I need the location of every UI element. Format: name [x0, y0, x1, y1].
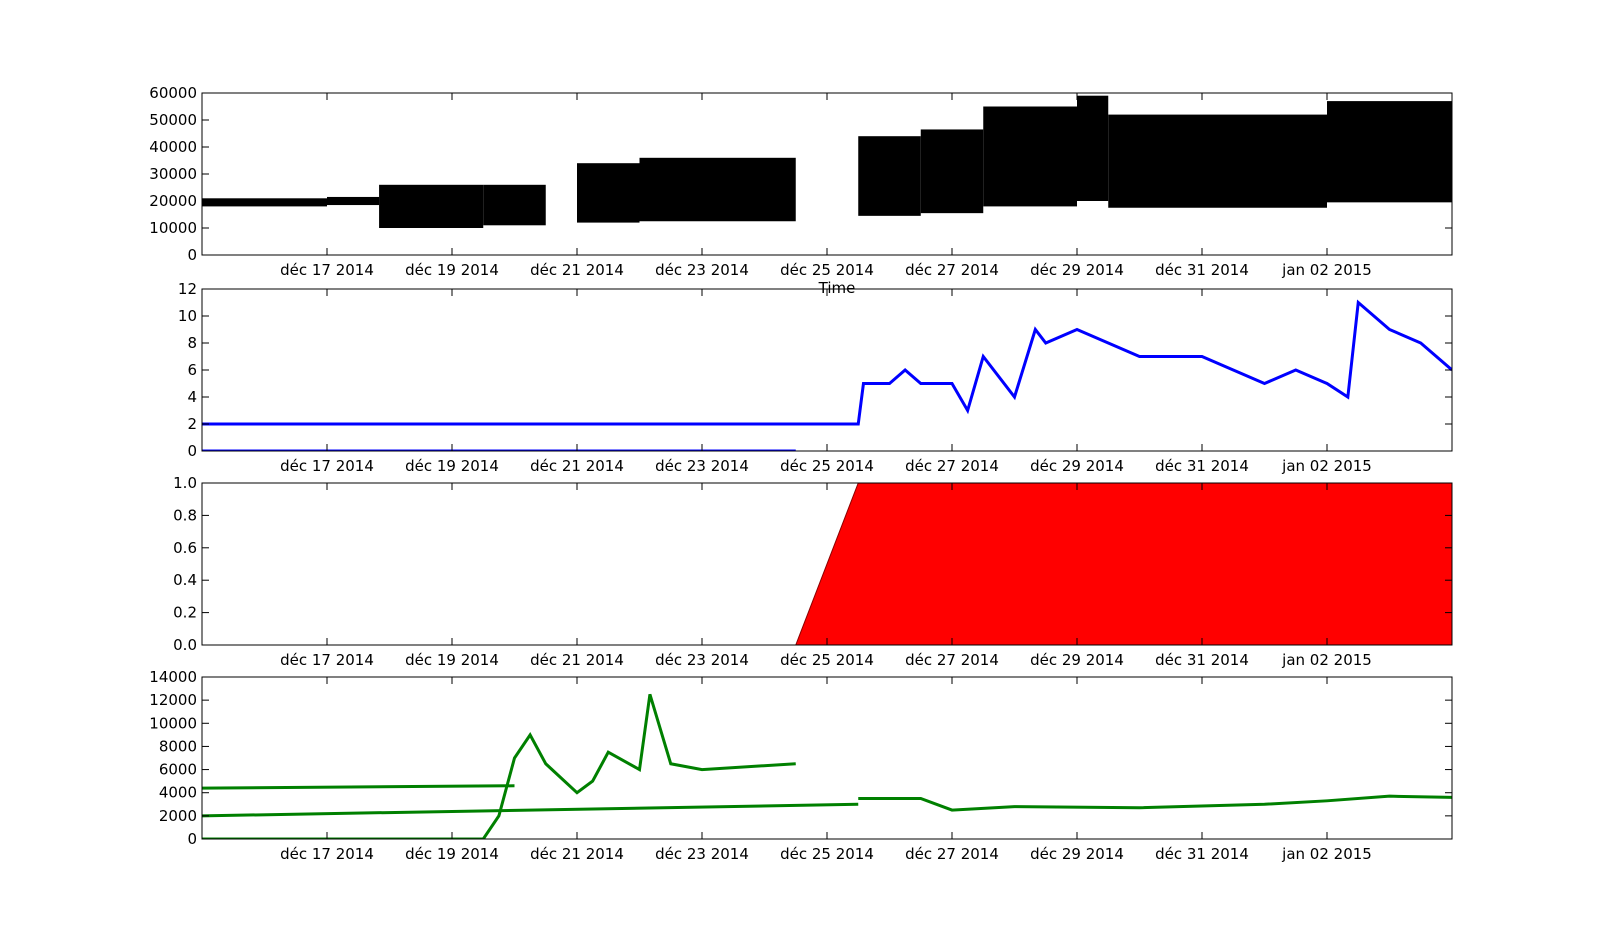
- x-tick-label: déc 25 2014: [780, 651, 874, 669]
- y-tick-label: 4: [187, 388, 197, 406]
- panel-frame: [201, 288, 1453, 452]
- y-tick-label: 0: [187, 246, 197, 264]
- x-tick-label: déc 29 2014: [1030, 845, 1124, 863]
- y-tick-label: 50000: [149, 111, 197, 129]
- y-tick-label: 14000: [149, 668, 197, 686]
- x-tick-label: déc 17 2014: [280, 261, 374, 279]
- band-segment-3: [379, 184, 484, 228]
- y-tick-label: 12: [178, 280, 197, 298]
- x-tick-label: déc 23 2014: [655, 457, 749, 475]
- x-tick-label: déc 31 2014: [1155, 261, 1249, 279]
- panel-4-data: [202, 693, 1452, 839]
- panel-2-data: [202, 299, 1452, 451]
- y-tick-label: 1.0: [173, 474, 197, 492]
- y-tick-label: 8000: [159, 737, 197, 755]
- y-tick-label: 8: [187, 334, 197, 352]
- y-tick-label: 10: [178, 307, 197, 325]
- area-series-1: [202, 483, 1452, 645]
- y-tick-label: 0.6: [173, 539, 197, 557]
- line-series-2: [858, 794, 1452, 812]
- x-tick-label: déc 21 2014: [530, 457, 624, 475]
- y-tick-label: 2000: [159, 807, 197, 825]
- x-tick-label: jan 02 2015: [1281, 261, 1372, 279]
- y-tick-label: 20000: [149, 192, 197, 210]
- y-tick-label: 6000: [159, 761, 197, 779]
- x-tick-label: déc 27 2014: [905, 261, 999, 279]
- x-tick-label: déc 17 2014: [280, 651, 374, 669]
- y-tick-label: 0.2: [173, 604, 197, 622]
- panel-3: 0.0 0.2 0.4 0.6 0.8 1.0 déc 17 2014 déc 19 2014…: [173, 474, 1453, 669]
- y-tick-label: 10000: [149, 714, 197, 732]
- x-tick-label: déc 19 2014: [405, 261, 499, 279]
- x-tick-label: déc 29 2014: [1030, 457, 1124, 475]
- x-tick-label: déc 29 2014: [1030, 261, 1124, 279]
- x-tick-label: déc 21 2014: [530, 261, 624, 279]
- panel-frame: [201, 676, 1453, 840]
- band-segment-1: [202, 198, 327, 207]
- band-segment-5: [577, 163, 640, 223]
- y-tick-label: 12000: [149, 691, 197, 709]
- x-tick-label: jan 02 2015: [1281, 651, 1372, 669]
- y-tick-label: 6: [187, 361, 197, 379]
- band-segment-11: [1108, 114, 1327, 208]
- band-segment-9: [983, 106, 1077, 207]
- x-tick-label: déc 27 2014: [905, 845, 999, 863]
- x-tick-label: déc 29 2014: [1030, 651, 1124, 669]
- band-segment-6: [639, 157, 796, 222]
- y-tick-label: 0.4: [173, 571, 197, 589]
- x-tick-label: déc 23 2014: [655, 261, 749, 279]
- x-tick-label: jan 02 2015: [1281, 845, 1372, 863]
- x-tick-label: déc 19 2014: [405, 457, 499, 475]
- x-tick-label: déc 25 2014: [780, 457, 874, 475]
- band-segment-2: [327, 196, 380, 206]
- y-tick-label: 4000: [159, 784, 197, 802]
- x-tick-label: déc 25 2014: [780, 261, 874, 279]
- panel-3-data: [202, 483, 1452, 645]
- x-tick-label: déc 31 2014: [1155, 651, 1249, 669]
- y-tick-label: 0: [187, 830, 197, 848]
- x-tick-label: déc 19 2014: [405, 845, 499, 863]
- band-segment-10: [1077, 95, 1109, 201]
- y-tick-label: 0: [187, 442, 197, 460]
- band-segment-7: [858, 136, 921, 216]
- x-tick-label: déc 21 2014: [530, 651, 624, 669]
- x-axis-title: Time: [818, 279, 856, 297]
- x-tick-label: déc 17 2014: [280, 457, 374, 475]
- x-tick-label: déc 23 2014: [655, 651, 749, 669]
- x-tick-label: déc 27 2014: [905, 651, 999, 669]
- band-segment-4: [483, 184, 546, 226]
- x-tick-label: déc 23 2014: [655, 845, 749, 863]
- band-segment-8: [920, 129, 984, 214]
- x-tick-label: déc 31 2014: [1155, 457, 1249, 475]
- y-tick-label: 0.0: [173, 636, 197, 654]
- panel-4: 0 2000 4000 6000 8000 10000 12000 14000 déc 17 2…: [149, 668, 1453, 863]
- panel-1-data: [202, 95, 1452, 228]
- y-tick-label: 10000: [149, 219, 197, 237]
- x-tick-label: jan 02 2015: [1281, 457, 1372, 475]
- y-tick-label: 60000: [149, 84, 197, 102]
- y-tick-label: 0.8: [173, 506, 197, 524]
- x-tick-label: déc 21 2014: [530, 845, 624, 863]
- line-series-4: [202, 802, 859, 818]
- x-tick-label: déc 27 2014: [905, 457, 999, 475]
- x-tick-label: déc 19 2014: [405, 651, 499, 669]
- panel-1: 0 10000 20000 30000 40000 50000 60000 déc 17 20…: [149, 84, 1453, 297]
- y-tick-label: 40000: [149, 138, 197, 156]
- x-tick-label: déc 31 2014: [1155, 845, 1249, 863]
- y-tick-label: 2: [187, 415, 197, 433]
- x-tick-label: déc 17 2014: [280, 845, 374, 863]
- line-series-1: [202, 693, 796, 839]
- y-tick-label: 30000: [149, 165, 197, 183]
- panel-2: 0 2 4 6 8 10 12 déc 17 2014 déc 19 2014 déc 21 20…: [178, 280, 1453, 475]
- x-tick-label: déc 25 2014: [780, 845, 874, 863]
- line-series-3: [202, 784, 515, 790]
- line-series-1: [202, 299, 1452, 426]
- band-segment-12: [1327, 101, 1452, 203]
